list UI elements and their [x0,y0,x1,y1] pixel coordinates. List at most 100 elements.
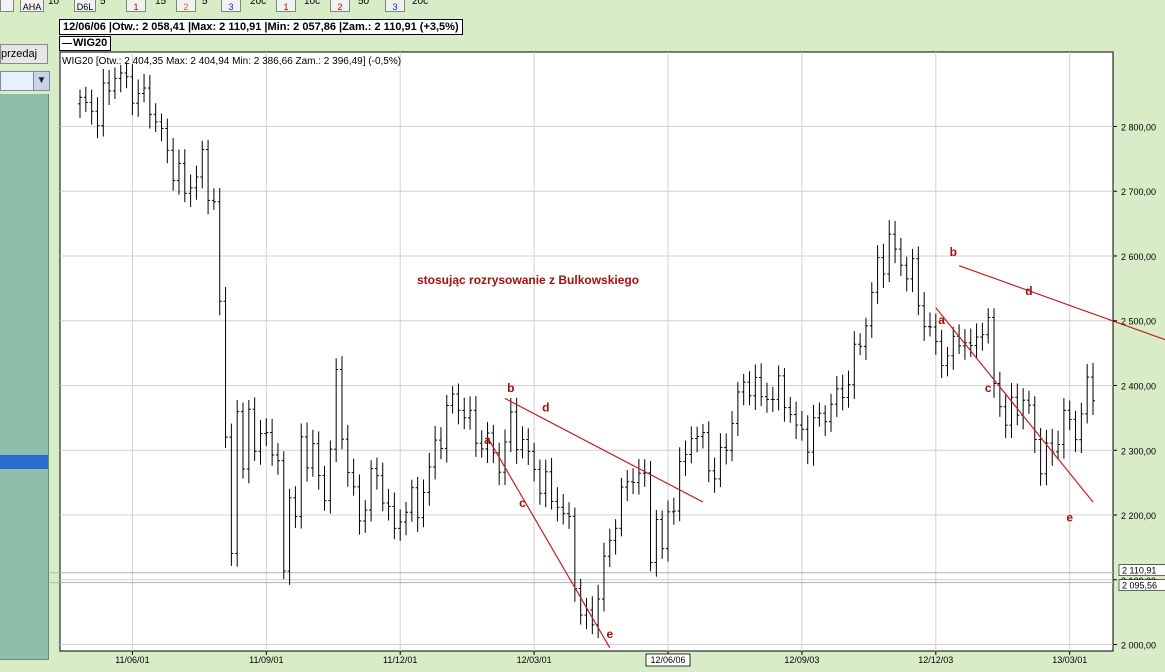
trendline-2 [958,265,1165,341]
ohlc-bar-64 [450,386,455,414]
ohlc-bar-73 [502,429,507,486]
ohlc-bar-35 [281,451,286,580]
ohlc-bar-130 [834,376,839,418]
left-panel-dropdown[interactable]: ▼ [0,71,50,91]
ohlc-bar-9 [130,64,135,116]
toolbar-button-3[interactable]: 3 [221,0,241,12]
ohlc-bar-43 [328,440,333,514]
toolbar-button-d6l[interactable]: D6L [74,0,96,12]
ohlc-bar-22 [206,139,211,215]
y-tick-label-5: 2 500,00 [1121,317,1156,327]
pattern-label-a-0: a [484,433,491,447]
ohlc-bar-95 [631,468,636,494]
svg-text:12/09/03: 12/09/03 [784,655,819,665]
svg-text:12/06/06: 12/06/06 [650,655,685,665]
ohlc-bar-170 [1067,400,1072,431]
ohlc-bar-84 [567,502,572,529]
ohlc-bar-155 [980,322,985,351]
ohlc-bar-74 [508,397,513,453]
ohlc-bar-146 [927,312,932,337]
ohlc-bar-26 [229,423,234,566]
pattern-label-d-8: d [1025,284,1032,298]
ohlc-bar-61 [433,426,438,480]
ohlc-bar-157 [992,308,997,398]
ohlc-bar-30 [252,397,257,461]
ohlc-bar-147 [933,313,938,355]
svg-text:12/03/01: 12/03/01 [517,655,552,665]
ohlc-bar-141 [898,237,903,277]
ohlc-bar-114 [741,373,746,406]
ohlc-bar-58 [415,476,420,532]
selected-list-item[interactable] [0,455,48,469]
ohlc-bar-39 [305,422,310,482]
header-bar: 12/06/06 |Otw.: 2 058,41 |Max: 2 110,91 … [59,19,463,35]
ohlc-bar-99 [654,510,659,577]
x-tick-1: 11/09/01 [249,651,283,665]
ohlc-bar-12 [147,74,152,129]
svg-text:2 110,91: 2 110,91 [1122,566,1156,576]
svg-text:2 095,56: 2 095,56 [1122,581,1157,591]
ohlc-bar-32 [264,418,269,447]
ohlc-bar-18 [182,149,187,203]
ohlc-bar-107 [700,423,705,449]
ohlc-bar-40 [310,429,315,477]
ohlc-bar-116 [753,364,758,410]
ohlc-bar-66 [462,397,467,430]
ohlc-bar-6 [112,67,117,100]
ohlc-bar-136 [869,282,874,338]
ohlc-bar-27 [235,399,240,567]
price-bars [78,62,1095,639]
ohlc-bar-83 [561,493,566,525]
trendline-0 [504,397,704,503]
ohlc-bar-41 [316,431,321,490]
ohlc-bar-91 [607,528,612,568]
ohlc-bar-163 [1026,390,1031,414]
ohlc-bar-48 [357,474,362,535]
ohlc-bar-100 [660,510,665,559]
toolbar-button-0[interactable] [0,0,14,12]
toolbar-button-6[interactable]: 3 [385,0,405,12]
ohlc-bar-172 [1079,402,1084,453]
pattern-label-d-3: d [542,400,549,414]
ohlc-bar-134 [858,333,863,356]
chevron-down-icon[interactable]: ▼ [33,72,49,90]
ohlc-bar-105 [689,426,694,464]
toolbar-button-2[interactable]: 2 [176,0,196,12]
sell-button[interactable]: przedaj [0,44,48,64]
ohlc-bar-80 [543,459,548,508]
ohlc-bar-101 [666,500,671,562]
ohlc-bar-126 [811,404,816,466]
ohlc-bar-1 [83,86,88,112]
ohlc-bar-148 [939,329,944,378]
info-line: WIG20 [Otw.: 2 404,35 Max: 2 404,94 Min:… [62,56,401,67]
toolbar-button-5[interactable]: 2 [330,0,350,12]
ohlc-bar-93 [619,477,624,537]
toolbar-text-2: 15 [155,0,167,7]
ohlc-bar-88 [590,596,595,635]
toolbar-button-1[interactable]: 1 [126,0,146,12]
ohlc-bar-78 [532,442,537,482]
ohlc-bar-159 [1003,393,1008,439]
toolbar-button-4[interactable]: 1 [276,0,296,12]
left-panel-list[interactable] [0,94,49,660]
svg-text:11/06/01: 11/06/01 [115,655,149,665]
toolbar-button-aha[interactable]: AHA [20,0,44,12]
x-tick-2: 11/12/01 [383,651,417,665]
x-tick-4: 12/06/06 [645,651,691,667]
x-axis-ticks: 11/06/01 11/09/01 11/12/01 12/03/01 12/06/06… [115,651,1087,667]
ohlc-bar-69 [479,430,484,458]
ohlc-bar-128 [823,405,828,436]
ohlc-bar-10 [136,79,141,117]
ohlc-bar-77 [526,428,531,466]
price-marker-1: 2 095,56 [1118,579,1165,591]
ohlc-bar-65 [456,383,461,425]
ohlc-bar-4 [101,68,106,137]
legend-swatch [62,42,72,44]
toolbar-text-5: 10c [304,0,321,7]
ohlc-bar-156 [986,308,991,344]
svg-text:12/12/03: 12/12/03 [918,655,953,665]
ohlc-bar-119 [770,386,775,413]
left-panel: przedaj ▼ [0,14,50,672]
ohlc-bar-50 [369,460,374,522]
ohlc-bar-47 [351,458,356,496]
